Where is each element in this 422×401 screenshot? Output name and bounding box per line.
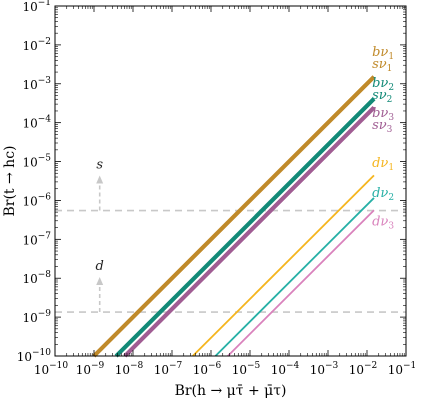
- y-tick-label: 10−1: [22, 0, 51, 14]
- series-label-0: bν1: [372, 45, 394, 62]
- bound-label-s: s: [96, 158, 103, 173]
- series-line-7: [214, 197, 375, 357]
- bound-arrow-head-s: [96, 175, 104, 184]
- series-line-5: [123, 106, 376, 358]
- y-axis-label: Br(t → hc): [2, 145, 18, 216]
- x-tick-label: 10−3: [310, 361, 339, 377]
- series-label-4: bν3: [372, 106, 394, 123]
- plot-frame: [54, 5, 407, 357]
- y-tick-label: 10−8: [22, 270, 51, 286]
- x-tick-label: 10−8: [115, 361, 144, 377]
- series-label-6: dν1: [372, 156, 394, 173]
- y-tick-label: 10−9: [22, 309, 51, 325]
- x-tick-label: 10−1: [388, 361, 417, 377]
- series-label-2: bν2: [372, 76, 394, 93]
- bound-arrow-head-d: [96, 277, 104, 286]
- series-label-5: sν3: [372, 118, 393, 135]
- x-tick-label: 10−10: [34, 361, 69, 377]
- x-tick-label: 10−2: [349, 361, 378, 377]
- bound-label-d: d: [96, 259, 104, 274]
- y-tick-label: 10−2: [22, 37, 51, 53]
- y-tick-label: 10−6: [22, 192, 51, 208]
- x-tick-label: 10−7: [154, 361, 183, 377]
- series-label-8: dν3: [372, 214, 394, 231]
- series-label-3: sν2: [372, 88, 392, 105]
- series-label-7: dν2: [372, 186, 394, 203]
- y-tick-label: 10−5: [22, 154, 51, 170]
- y-tick-label: 10−10: [17, 348, 52, 364]
- x-tick-label: 10−4: [271, 361, 300, 377]
- x-axis-label: Br(h → μτ̄ + μ̄τ): [175, 383, 287, 399]
- tick-labels-layer: 10−10 10−9 10−8 10−7 10−6 10−5 10−4 10−3 10−2 10−…: [17, 0, 417, 377]
- series-line-8: [227, 209, 375, 357]
- x-tick-label: 10−9: [76, 361, 105, 377]
- y-tick-label: 10−7: [22, 231, 51, 247]
- series-layer: [92, 75, 376, 358]
- x-tick-label: 10−6: [193, 361, 222, 377]
- series-line-1: [92, 75, 376, 358]
- ticks-layer: [54, 5, 407, 357]
- bounds-layer: sd: [55, 158, 406, 313]
- series-label-1: sν1: [372, 57, 392, 74]
- y-tick-label: 10−4: [22, 115, 51, 131]
- x-tick-label: 10−5: [232, 361, 261, 377]
- series-line-6: [192, 174, 375, 357]
- series-line-3: [114, 97, 376, 358]
- y-tick-label: 10−3: [22, 76, 51, 92]
